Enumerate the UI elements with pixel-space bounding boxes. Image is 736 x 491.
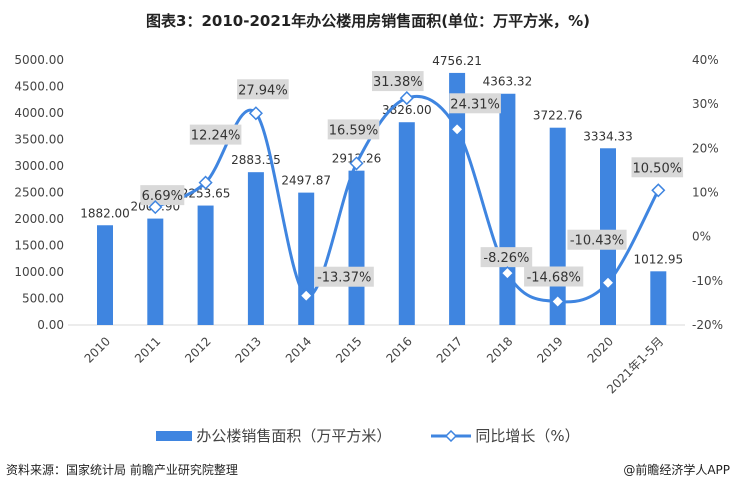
x-tick-label: 2010 [82, 334, 113, 365]
growth-label-bg [314, 266, 374, 287]
x-tick-label: 2011 [132, 334, 163, 365]
growth-value-label: 16.59% [329, 123, 379, 138]
y-right-tick-label: 20% [692, 141, 719, 155]
growth-value-label: -8.26% [483, 251, 529, 266]
growth-label-bg [140, 185, 185, 206]
growth-point-marker [299, 288, 314, 303]
bar-value-label: 1882.00 [80, 206, 130, 220]
x-tick-label: 2017 [434, 334, 465, 365]
bar-value-label: 1012.95 [633, 252, 683, 266]
x-tick-label: 2018 [484, 334, 515, 365]
bar-value-label: 2883.35 [231, 153, 281, 167]
legend-line-swatch [431, 429, 472, 442]
bar-value-label: 3334.33 [583, 129, 633, 143]
growth-value-label: 31.38% [373, 75, 423, 90]
y-left-tick-label: 1000.00 [14, 265, 64, 279]
growth-value-label: -14.68% [527, 271, 581, 286]
credit-note: @前瞻经济学人APP [623, 463, 730, 477]
growth-value-label: 6.69% [142, 189, 183, 204]
growth-point-marker [500, 266, 515, 281]
legend-label-bar: 办公楼销售面积（万平方米） [196, 427, 392, 445]
legend-bar-swatch [156, 430, 193, 441]
bar [298, 192, 315, 325]
bar [247, 172, 264, 325]
x-tick-label: 2013 [233, 334, 264, 365]
growth-label-bg [237, 79, 289, 100]
growth-value-label: 10.50% [633, 161, 683, 176]
y-left-tick-label: 3500.00 [14, 133, 64, 147]
y-left-tick-label: 2500.00 [14, 186, 64, 200]
growth-label-bg [480, 247, 533, 268]
legend-label-line: 同比增长（%） [475, 427, 580, 445]
growth-label-bg [372, 71, 424, 92]
bar [348, 170, 365, 325]
x-tick-label: 2015 [333, 334, 364, 365]
growth-value-label: -13.37% [317, 271, 371, 286]
y-left-tick-label: 2000.00 [14, 212, 64, 226]
legend: 办公楼销售面积（万平方米） 同比增长（%） [0, 425, 736, 446]
legend-item-bar: 办公楼销售面积（万平方米） [156, 425, 391, 446]
y-left-tick-label: 500.00 [22, 292, 64, 306]
source-note: 资料来源：国家统计局 前瞻产业研究院整理 [6, 463, 238, 477]
y-right-tick-label: -10% [692, 274, 723, 288]
y-right-tick-label: 40% [692, 53, 719, 67]
bar [97, 225, 113, 325]
bar [499, 93, 516, 325]
bar-value-label: 2497.87 [281, 174, 331, 188]
x-tick-label: 2019 [534, 334, 565, 365]
growth-point-marker [399, 91, 414, 106]
growth-label-bg [567, 229, 627, 250]
growth-point-marker [450, 122, 465, 137]
x-tick-label: 2012 [182, 334, 213, 365]
x-tick-label: 2016 [383, 334, 414, 365]
bar-value-label: 4363.32 [483, 75, 533, 89]
y-right-tick-label: 0% [692, 230, 711, 244]
bar [650, 271, 667, 325]
bar [398, 122, 415, 325]
growth-label-bg [524, 266, 584, 287]
bar-value-label: 3722.76 [533, 109, 583, 123]
y-right-tick-label: 10% [692, 186, 719, 200]
growth-value-label: 27.94% [238, 83, 288, 98]
bar-value-label: 4756.21 [432, 54, 482, 68]
growth-point-marker [148, 200, 163, 215]
bar [147, 218, 164, 325]
growth-point-marker [651, 183, 666, 198]
growth-value-label: 24.31% [450, 97, 500, 112]
growth-label-bg [449, 93, 501, 114]
x-tick-label: 2014 [283, 334, 314, 365]
y-left-tick-label: 4500.00 [14, 80, 64, 94]
growth-label-bg [327, 119, 380, 140]
bar [197, 205, 214, 325]
growth-value-label: 12.24% [191, 129, 241, 144]
chart-title: 图表3：2010-2021年办公楼用房销售面积(单位：万平方米，%) [146, 12, 590, 30]
y-left-tick-label: 5000.00 [14, 53, 64, 67]
y-left-tick-label: 1500.00 [14, 239, 64, 253]
x-tick-label: 2020 [585, 334, 616, 365]
y-right-tick-label: 30% [692, 97, 719, 111]
growth-point-marker [600, 275, 616, 290]
y-left-tick-label: 0.00 [37, 318, 64, 332]
legend-item-line: 同比增长（%） [431, 425, 580, 446]
growth-label-bg [189, 124, 242, 145]
y-left-tick-label: 3000.00 [14, 159, 64, 173]
growth-point-marker [349, 156, 364, 171]
chart-svg: 0.00 500.00 1000.00 1500.00 2000.00 2500.00 30… [14, 53, 723, 397]
y-right-tick-label: -20% [692, 318, 723, 332]
growth-point-marker [248, 106, 263, 121]
growth-label-bg [631, 157, 684, 178]
growth-point-marker [198, 175, 213, 190]
growth-value-label: -10.43% [570, 234, 624, 249]
growth-point-marker [550, 294, 565, 309]
y-left-tick-label: 4000.00 [14, 106, 64, 120]
